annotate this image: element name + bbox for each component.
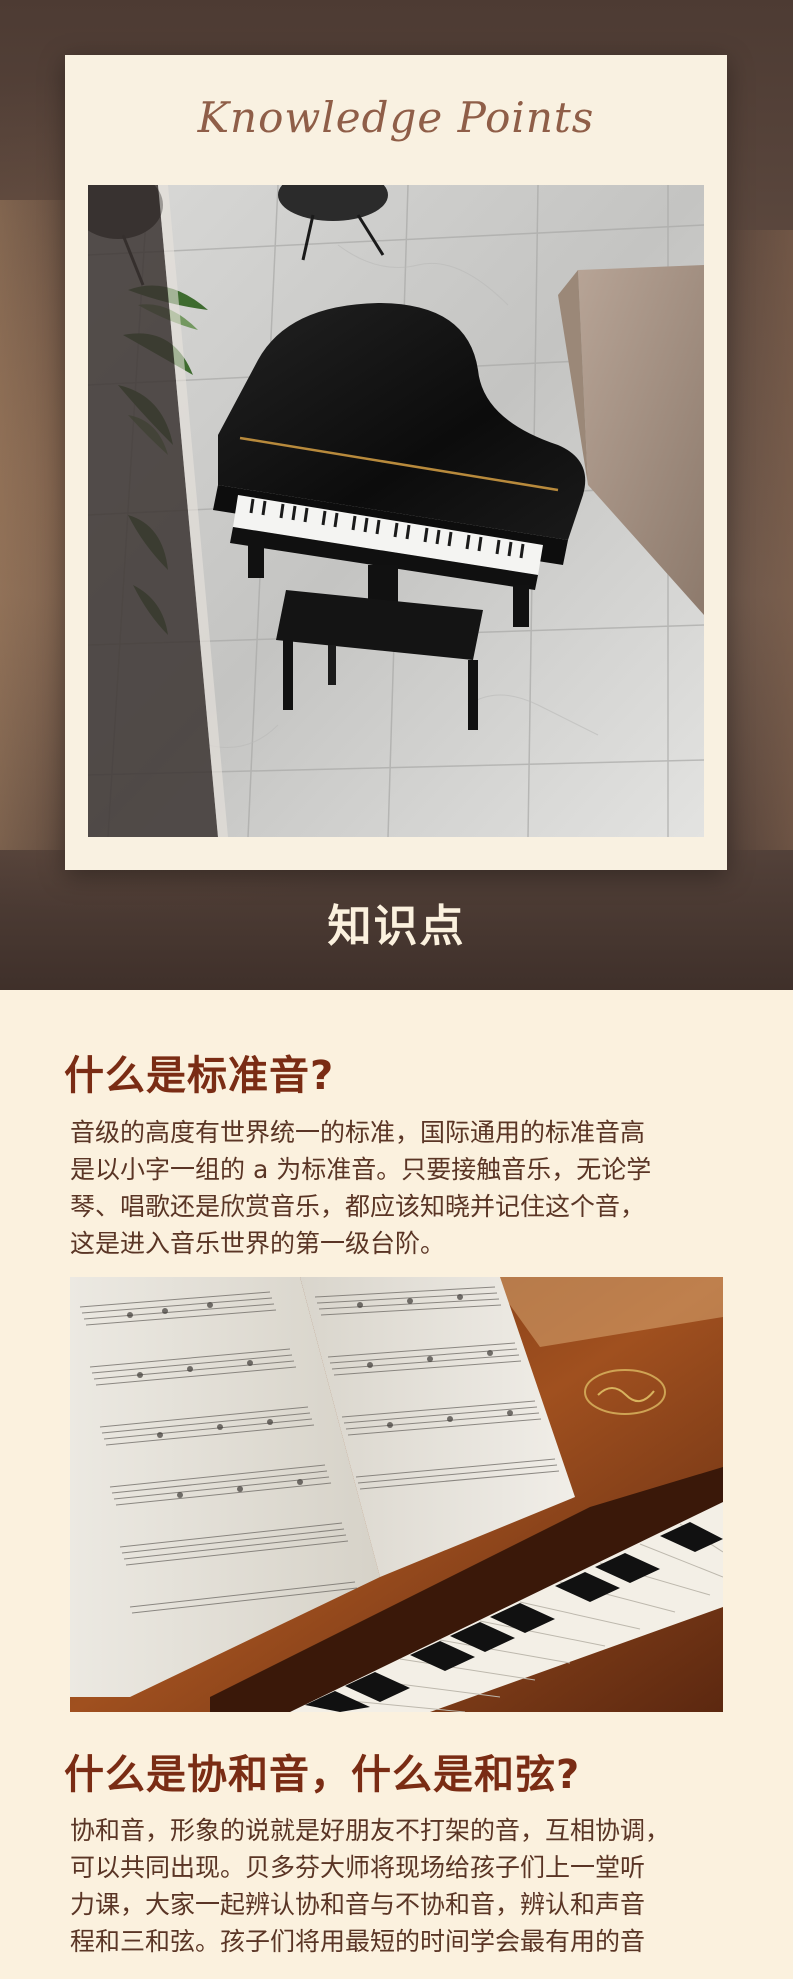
script-title: Knowledge Points	[197, 93, 595, 142]
hero-banner: Knowledge Points	[0, 0, 793, 990]
hero-label: 知识点	[327, 901, 466, 952]
paragraph-line: 力课，大家一起辨认协和音与不协和音，辨认和声音	[70, 1890, 646, 1919]
section-heading-standard-pitch: 什么是标准音?	[64, 1053, 335, 1099]
section-heading-consonance-chord: 什么是协和音，什么是和弦?	[64, 1752, 581, 1798]
paragraph-line: 协和音，形象的说就是好朋友不打架的音，互相协调，	[70, 1816, 671, 1845]
grand-piano-photo	[88, 185, 704, 837]
sheet-music-piano-photo	[70, 1277, 723, 1712]
paragraph-line: 这是进入音乐世界的第一级台阶。	[70, 1229, 446, 1258]
section-paragraph-consonance-chord: 协和音，形象的说就是好朋友不打架的音，互相协调， 可以共同出现。贝多芬大师将现场…	[70, 1812, 730, 1960]
paragraph-line: 是以小字一组的 a 为标准音。只要接触音乐，无论学	[70, 1155, 652, 1184]
hero-background-shade	[723, 230, 793, 850]
paragraph-line: 琴、唱歌还是欣赏音乐，都应该知晓并记住这个音，	[70, 1192, 646, 1221]
paragraph-line: 音级的高度有世界统一的标准，国际通用的标准音高	[70, 1118, 646, 1147]
section-paragraph-standard-pitch: 音级的高度有世界统一的标准，国际通用的标准音高 是以小字一组的 a 为标准音。只…	[70, 1114, 730, 1262]
paragraph-line: 程和三和弦。孩子们将用最短的时间学会最有用的音	[70, 1927, 646, 1956]
paragraph-line: 可以共同出现。贝多芬大师将现场给孩子们上一堂听	[70, 1853, 646, 1882]
hero-card: Knowledge Points	[65, 55, 727, 870]
